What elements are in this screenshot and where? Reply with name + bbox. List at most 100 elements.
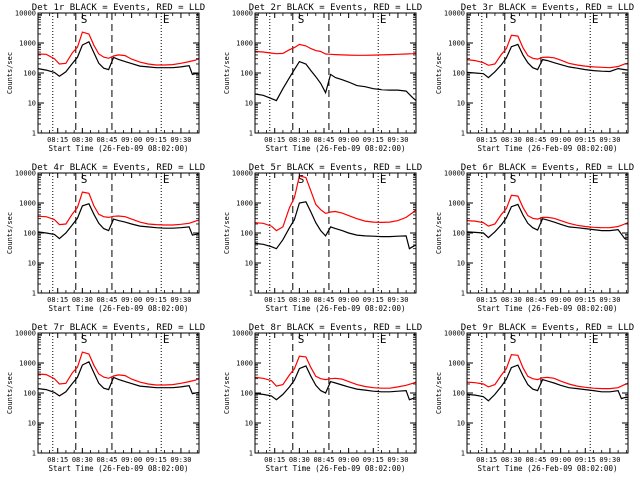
x-tick-label: 08:30 (72, 456, 93, 464)
y-tick-label: 100 (240, 390, 253, 398)
panel-title: Det 3r BLACK = Events, RED = LLD (461, 3, 634, 13)
lld-series-line (37, 351, 200, 386)
x-tick-label: 08:15 (47, 296, 68, 304)
lld-series-line (254, 175, 417, 232)
x-tick-label: 09:00 (550, 456, 571, 464)
lld-series-line (466, 194, 629, 229)
x-axis-label: Start Time (26-Feb-09 08:02:00) (49, 144, 189, 153)
y-tick-label: 100 (23, 70, 36, 78)
y-tick-label: 10 (245, 260, 253, 268)
x-tick-label: 09:30 (599, 456, 620, 464)
plot-frame (37, 332, 200, 454)
y-tick-label: 100 (240, 70, 253, 78)
x-tick-label: 09:00 (121, 296, 142, 304)
marker-label: E (380, 333, 387, 346)
lld-series-line (254, 43, 417, 56)
y-tick-label: 1 (249, 130, 253, 138)
x-tick-label: 09:30 (170, 456, 191, 464)
x-tick-label: 08:30 (289, 296, 310, 304)
events-series-line (466, 43, 629, 79)
y-tick-label: 10000 (232, 10, 253, 18)
panel-title: Det 6r BLACK = Events, RED = LLD (461, 163, 634, 173)
x-axis-label: Start Time (26-Feb-09 08:02:00) (478, 464, 618, 473)
y-axis-label: Counts/sec (435, 52, 443, 94)
y-axis-label: Counts/sec (223, 372, 231, 414)
y-tick-label: 1 (249, 290, 253, 298)
y-tick-label: 10 (245, 100, 253, 108)
x-tick-label: 09:15 (363, 456, 384, 464)
x-tick-label: 09:00 (338, 456, 359, 464)
y-tick-label: 10000 (232, 330, 253, 338)
y-tick-label: 1000 (236, 360, 253, 368)
y-tick-label: 100 (452, 390, 465, 398)
y-tick-label: 100 (452, 70, 465, 78)
y-tick-label: 1000 (19, 40, 36, 48)
y-tick-label: 1 (32, 130, 36, 138)
x-tick-label: 08:45 (525, 456, 546, 464)
x-tick-label: 09:30 (170, 296, 191, 304)
x-tick-label: 09:00 (121, 456, 142, 464)
x-tick-label: 09:15 (575, 456, 596, 464)
y-tick-label: 1000 (448, 200, 465, 208)
x-tick-label: 09:00 (338, 136, 359, 144)
marker-label: S (81, 333, 88, 346)
x-tick-label: 08:45 (313, 456, 334, 464)
x-tick-label: 09:00 (550, 296, 571, 304)
events-series-line (37, 40, 200, 77)
marker-label: E (380, 173, 387, 186)
marker-label: S (298, 173, 305, 186)
y-tick-label: 10 (28, 260, 36, 268)
panel-title: Det 4r BLACK = Events, RED = LLD (32, 163, 205, 173)
y-tick-label: 1 (32, 450, 36, 458)
y-axis-label: Counts/sec (6, 212, 14, 254)
panel-title: Det 8r BLACK = Events, RED = LLD (249, 323, 422, 333)
x-tick-label: 09:00 (550, 136, 571, 144)
y-tick-label: 1 (249, 450, 253, 458)
plot-frame (254, 332, 417, 454)
marker-label: S (81, 173, 88, 186)
y-tick-label: 10000 (15, 170, 36, 178)
x-tick-label: 09:15 (146, 456, 167, 464)
marker-label: S (510, 173, 517, 186)
y-tick-label: 10 (245, 420, 253, 428)
marker-label: E (163, 333, 170, 346)
y-tick-label: 100 (23, 230, 36, 238)
y-tick-label: 10000 (444, 330, 465, 338)
panel-title: Det 9r BLACK = Events, RED = LLD (461, 323, 634, 333)
events-series-line (254, 60, 417, 102)
events-series-line (254, 365, 417, 401)
x-tick-label: 08:30 (289, 456, 310, 464)
y-tick-label: 10 (457, 100, 465, 108)
lld-series-line (37, 191, 200, 226)
y-axis-label: Counts/sec (6, 52, 14, 94)
marker-label: E (592, 13, 599, 26)
x-axis-label: Start Time (26-Feb-09 08:02:00) (478, 304, 618, 313)
events-series-line (37, 360, 200, 397)
y-tick-label: 10000 (15, 10, 36, 18)
x-tick-label: 08:30 (501, 136, 522, 144)
y-tick-label: 1000 (448, 360, 465, 368)
x-tick-label: 09:30 (387, 456, 408, 464)
x-tick-label: 09:30 (387, 296, 408, 304)
events-series-line (466, 203, 629, 240)
x-tick-label: 09:30 (599, 136, 620, 144)
y-tick-label: 100 (23, 390, 36, 398)
x-tick-label: 08:45 (313, 136, 334, 144)
x-tick-label: 08:15 (264, 456, 285, 464)
plot-frame (466, 172, 629, 294)
y-tick-label: 1 (461, 450, 465, 458)
y-tick-label: 1000 (448, 40, 465, 48)
x-tick-label: 08:15 (476, 136, 497, 144)
x-tick-label: 09:15 (146, 296, 167, 304)
x-axis-label: Start Time (26-Feb-09 08:02:00) (266, 144, 406, 153)
lld-series-line (37, 31, 200, 66)
y-tick-label: 1000 (236, 40, 253, 48)
y-tick-label: 10 (28, 420, 36, 428)
x-tick-label: 08:45 (96, 136, 117, 144)
x-tick-label: 09:15 (575, 296, 596, 304)
